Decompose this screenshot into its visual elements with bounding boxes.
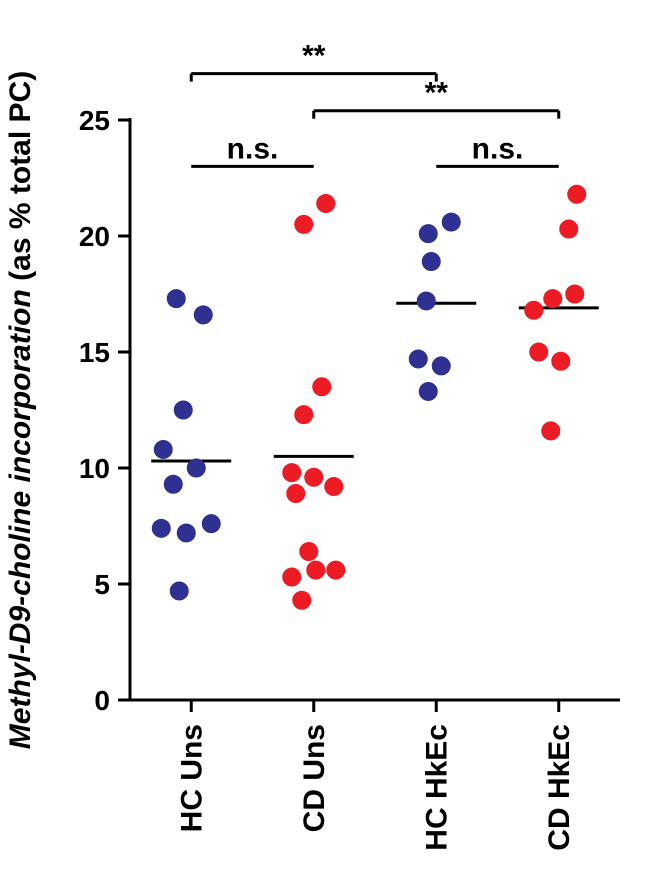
data-point bbox=[568, 185, 586, 203]
significance-label: ** bbox=[302, 40, 326, 73]
data-point bbox=[422, 253, 440, 271]
x-tick-label: HC HkEc bbox=[420, 724, 453, 851]
data-point bbox=[307, 561, 325, 579]
y-tick-label: 20 bbox=[79, 221, 110, 252]
data-point bbox=[313, 378, 331, 396]
data-point bbox=[194, 306, 212, 324]
data-point bbox=[544, 290, 562, 308]
data-point bbox=[409, 350, 427, 368]
significance-label: ** bbox=[425, 77, 449, 110]
data-point bbox=[187, 459, 205, 477]
data-point bbox=[295, 406, 313, 424]
data-point bbox=[152, 519, 170, 537]
data-point bbox=[177, 524, 195, 542]
y-tick-label: 0 bbox=[94, 685, 110, 716]
data-point bbox=[327, 561, 345, 579]
y-tick-label: 10 bbox=[79, 453, 110, 484]
data-point bbox=[317, 195, 335, 213]
x-tick-label: CD Uns bbox=[298, 724, 331, 832]
data-point bbox=[164, 475, 182, 493]
y-tick-label: 15 bbox=[79, 337, 110, 368]
data-point bbox=[154, 440, 172, 458]
data-point bbox=[305, 468, 323, 486]
data-point bbox=[293, 591, 311, 609]
data-point bbox=[419, 382, 437, 400]
data-point bbox=[566, 285, 584, 303]
data-point bbox=[170, 582, 188, 600]
data-point bbox=[525, 301, 543, 319]
data-point bbox=[202, 515, 220, 533]
data-point bbox=[552, 352, 570, 370]
x-tick-label: CD HkEc bbox=[543, 724, 576, 851]
data-point bbox=[167, 290, 185, 308]
significance-label: n.s. bbox=[472, 132, 524, 165]
data-point bbox=[287, 485, 305, 503]
data-point bbox=[295, 215, 313, 233]
data-point bbox=[417, 292, 435, 310]
data-point bbox=[530, 343, 548, 361]
data-point bbox=[174, 401, 192, 419]
y-tick-label: 5 bbox=[94, 569, 110, 600]
chart-container: 0 5 10 15 20 25 Methyl-D9-choline incorporatio… bbox=[0, 0, 666, 871]
significance-label: n.s. bbox=[227, 132, 279, 165]
y-tick-label: 25 bbox=[79, 105, 110, 136]
data-point bbox=[542, 422, 560, 440]
data-point bbox=[283, 568, 301, 586]
data-point bbox=[300, 543, 318, 561]
data-point bbox=[325, 478, 343, 496]
data-point bbox=[560, 220, 578, 238]
data-point bbox=[283, 464, 301, 482]
data-point bbox=[442, 213, 460, 231]
data-point bbox=[432, 357, 450, 375]
y-axis-title: Methyl-D9-choline incorporation (as % to… bbox=[4, 71, 37, 749]
x-tick-label: HC Uns bbox=[175, 724, 208, 832]
data-point bbox=[419, 225, 437, 243]
scatter-chart: 0 5 10 15 20 25 Methyl-D9-choline incorporatio… bbox=[0, 0, 666, 871]
